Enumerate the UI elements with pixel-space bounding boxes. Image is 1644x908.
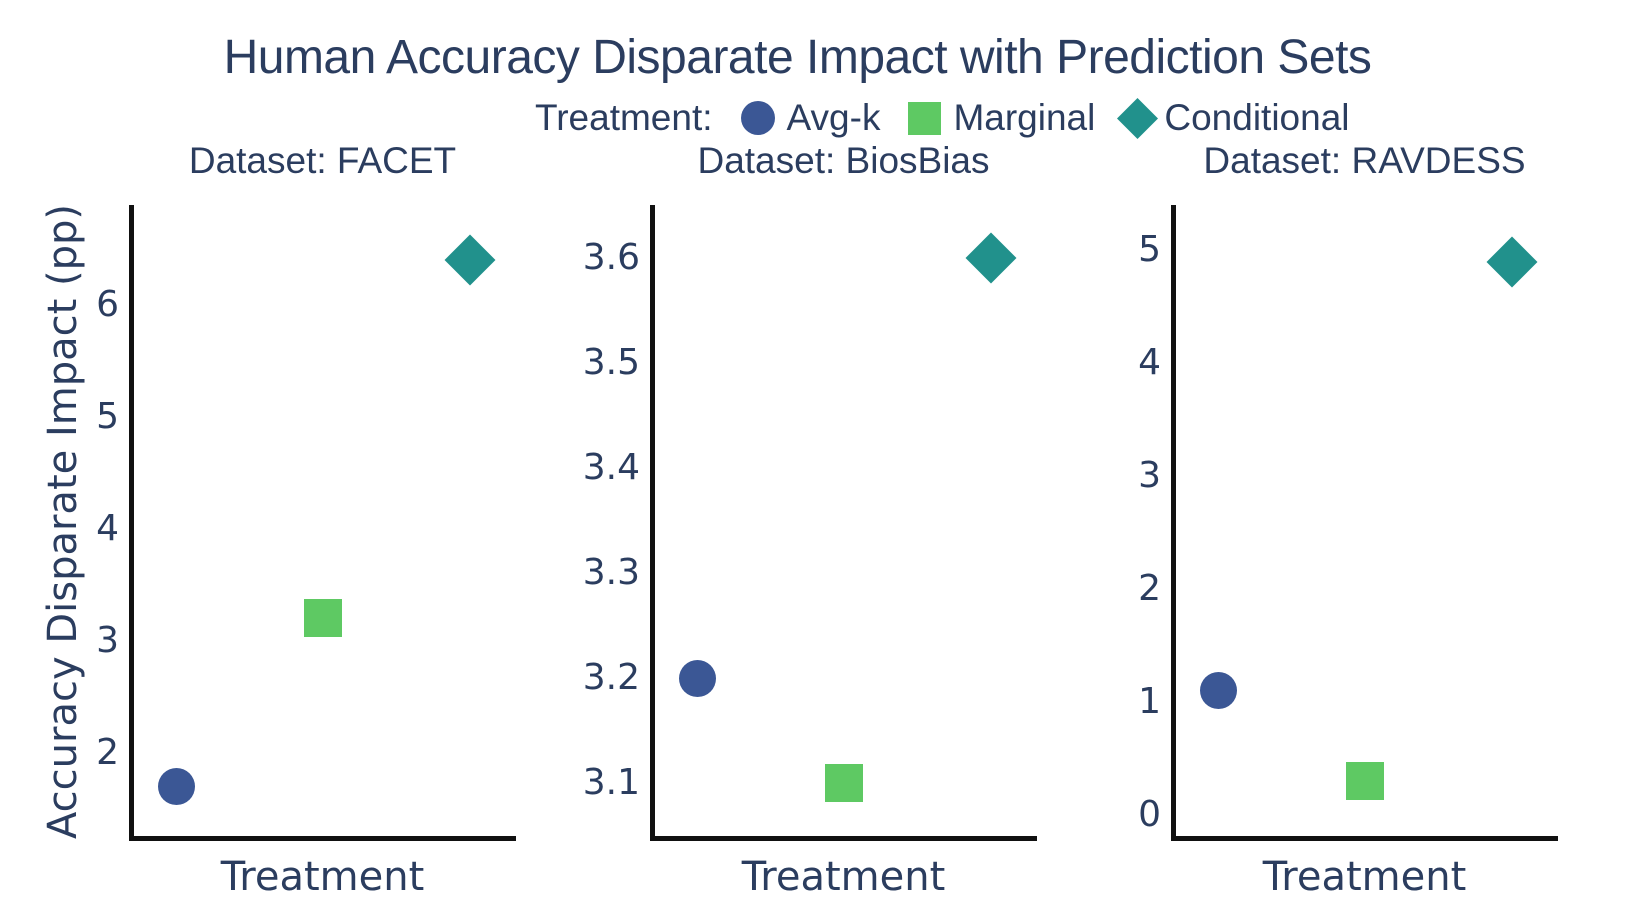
y-tick-label: 2 bbox=[96, 731, 119, 773]
y-tick-label: 0 bbox=[1138, 794, 1161, 836]
legend-item-conditional: Conditional bbox=[1117, 97, 1350, 139]
y-tick-label: 4 bbox=[96, 507, 119, 549]
x-axis-label-facet: Treatment bbox=[220, 854, 425, 900]
legend: Treatment: Avg-k Marginal Conditional bbox=[535, 97, 1350, 139]
marker-marginal bbox=[825, 764, 863, 803]
legend-item-label: Avg-k bbox=[786, 97, 881, 138]
y-tick-label: 4 bbox=[1138, 342, 1161, 384]
marker-marginal bbox=[304, 599, 342, 638]
square-marker-icon bbox=[908, 101, 942, 135]
legend-title: Treatment: bbox=[535, 97, 713, 138]
y-tick-label: 2 bbox=[1138, 568, 1161, 610]
subplot-title-facet: Dataset: FACET bbox=[188, 140, 457, 181]
marker-marginal bbox=[1346, 762, 1384, 801]
x-axis-label-ravdess: Treatment bbox=[1262, 854, 1467, 900]
x-axis-label-biosbias: Treatment bbox=[741, 854, 946, 900]
y-tick-label: 1 bbox=[1138, 681, 1161, 723]
subplot-title-biosbias: Dataset: BiosBias bbox=[697, 140, 990, 181]
y-tick-label: 5 bbox=[96, 395, 119, 437]
y-tick-label: 3 bbox=[1138, 455, 1161, 497]
diamond-marker-icon bbox=[1117, 97, 1159, 139]
figure-title: Human Accuracy Disparate Impact with Pre… bbox=[223, 31, 1372, 84]
y-tick-label: 3.4 bbox=[582, 446, 640, 488]
circle-marker-icon bbox=[740, 101, 775, 135]
legend-item-label: Marginal bbox=[953, 97, 1096, 138]
y-tick-label: 3.6 bbox=[582, 236, 640, 278]
y-tick-label: 5 bbox=[1138, 229, 1161, 271]
marker-avg-k bbox=[1199, 672, 1237, 710]
y-tick-label: 6 bbox=[96, 283, 119, 325]
plot-area-biosbias bbox=[650, 205, 1037, 841]
marker-avg-k bbox=[157, 767, 195, 805]
legend-item-avg-k: Avg-k bbox=[740, 97, 881, 139]
y-tick-label: 3.1 bbox=[582, 762, 640, 804]
y-tick-label: 3.5 bbox=[582, 341, 640, 383]
legend-item-label: Conditional bbox=[1164, 97, 1350, 138]
y-tick-label: 3.2 bbox=[582, 657, 640, 699]
subplot-title-ravdess: Dataset: RAVDESS bbox=[1203, 140, 1526, 181]
legend-items: Avg-k Marginal Conditional bbox=[740, 97, 1350, 139]
legend-item-marginal: Marginal bbox=[908, 97, 1095, 139]
y-tick-label: 3.3 bbox=[582, 551, 640, 593]
plot-area-facet bbox=[129, 205, 516, 841]
marker-avg-k bbox=[678, 659, 716, 697]
y-tick-label: 3 bbox=[96, 619, 119, 661]
plot-area-ravdess bbox=[1171, 205, 1558, 841]
